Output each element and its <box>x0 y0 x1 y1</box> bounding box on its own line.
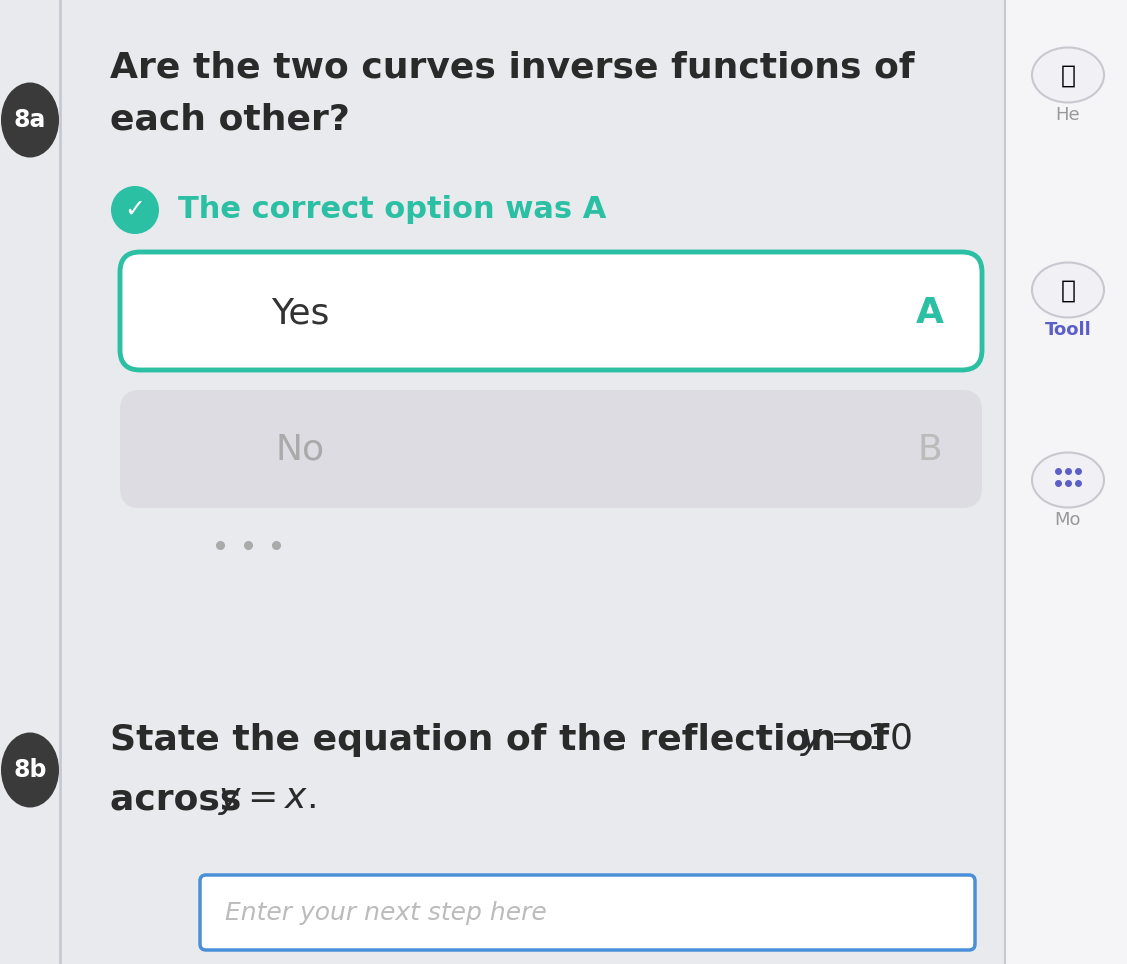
Text: Are the two curves inverse functions of: Are the two curves inverse functions of <box>110 51 915 85</box>
Text: $y = x.$: $y = x.$ <box>218 783 316 817</box>
Ellipse shape <box>1032 452 1104 507</box>
Circle shape <box>110 186 159 234</box>
Text: 🧰: 🧰 <box>1061 279 1075 303</box>
Ellipse shape <box>1032 262 1104 317</box>
Text: No: No <box>275 433 325 467</box>
Text: Enter your next step here: Enter your next step here <box>225 901 547 925</box>
Text: each other?: each other? <box>110 103 349 137</box>
FancyBboxPatch shape <box>1005 0 1127 964</box>
Text: $y = 10$: $y = 10$ <box>800 721 912 759</box>
Text: Yes: Yes <box>270 296 329 330</box>
FancyBboxPatch shape <box>119 390 982 508</box>
FancyBboxPatch shape <box>119 252 982 370</box>
Text: 💬: 💬 <box>1061 64 1075 88</box>
Text: B: B <box>917 433 942 467</box>
Text: He: He <box>1056 106 1081 124</box>
Ellipse shape <box>1032 47 1104 102</box>
Text: State the equation of the reflection of: State the equation of the reflection of <box>110 723 902 757</box>
Text: The correct option was A: The correct option was A <box>178 196 606 225</box>
FancyBboxPatch shape <box>199 875 975 950</box>
Text: Tooll: Tooll <box>1045 321 1091 339</box>
Text: Mo: Mo <box>1055 511 1081 529</box>
Text: 8a: 8a <box>14 108 46 132</box>
Ellipse shape <box>1 733 59 808</box>
Text: across: across <box>110 783 254 817</box>
Text: A: A <box>916 296 944 330</box>
Text: ✓: ✓ <box>124 198 145 222</box>
Ellipse shape <box>1 83 59 157</box>
Text: 8b: 8b <box>14 758 46 782</box>
